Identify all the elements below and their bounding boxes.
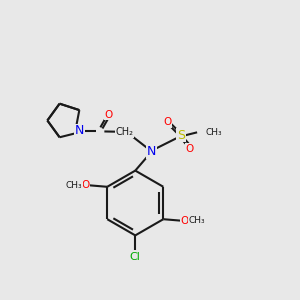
Text: O: O [82, 180, 90, 190]
Text: O: O [105, 110, 113, 120]
Text: O: O [181, 216, 189, 226]
Text: O: O [186, 143, 194, 154]
Text: O: O [164, 117, 172, 127]
Text: CH₃: CH₃ [188, 216, 205, 225]
Text: CH₂: CH₂ [116, 127, 134, 137]
Text: N: N [147, 145, 156, 158]
Text: CH₃: CH₃ [66, 181, 82, 190]
Text: CH₃: CH₃ [206, 128, 223, 137]
Text: Cl: Cl [130, 252, 141, 262]
Text: N: N [75, 124, 84, 137]
Text: S: S [177, 129, 185, 142]
